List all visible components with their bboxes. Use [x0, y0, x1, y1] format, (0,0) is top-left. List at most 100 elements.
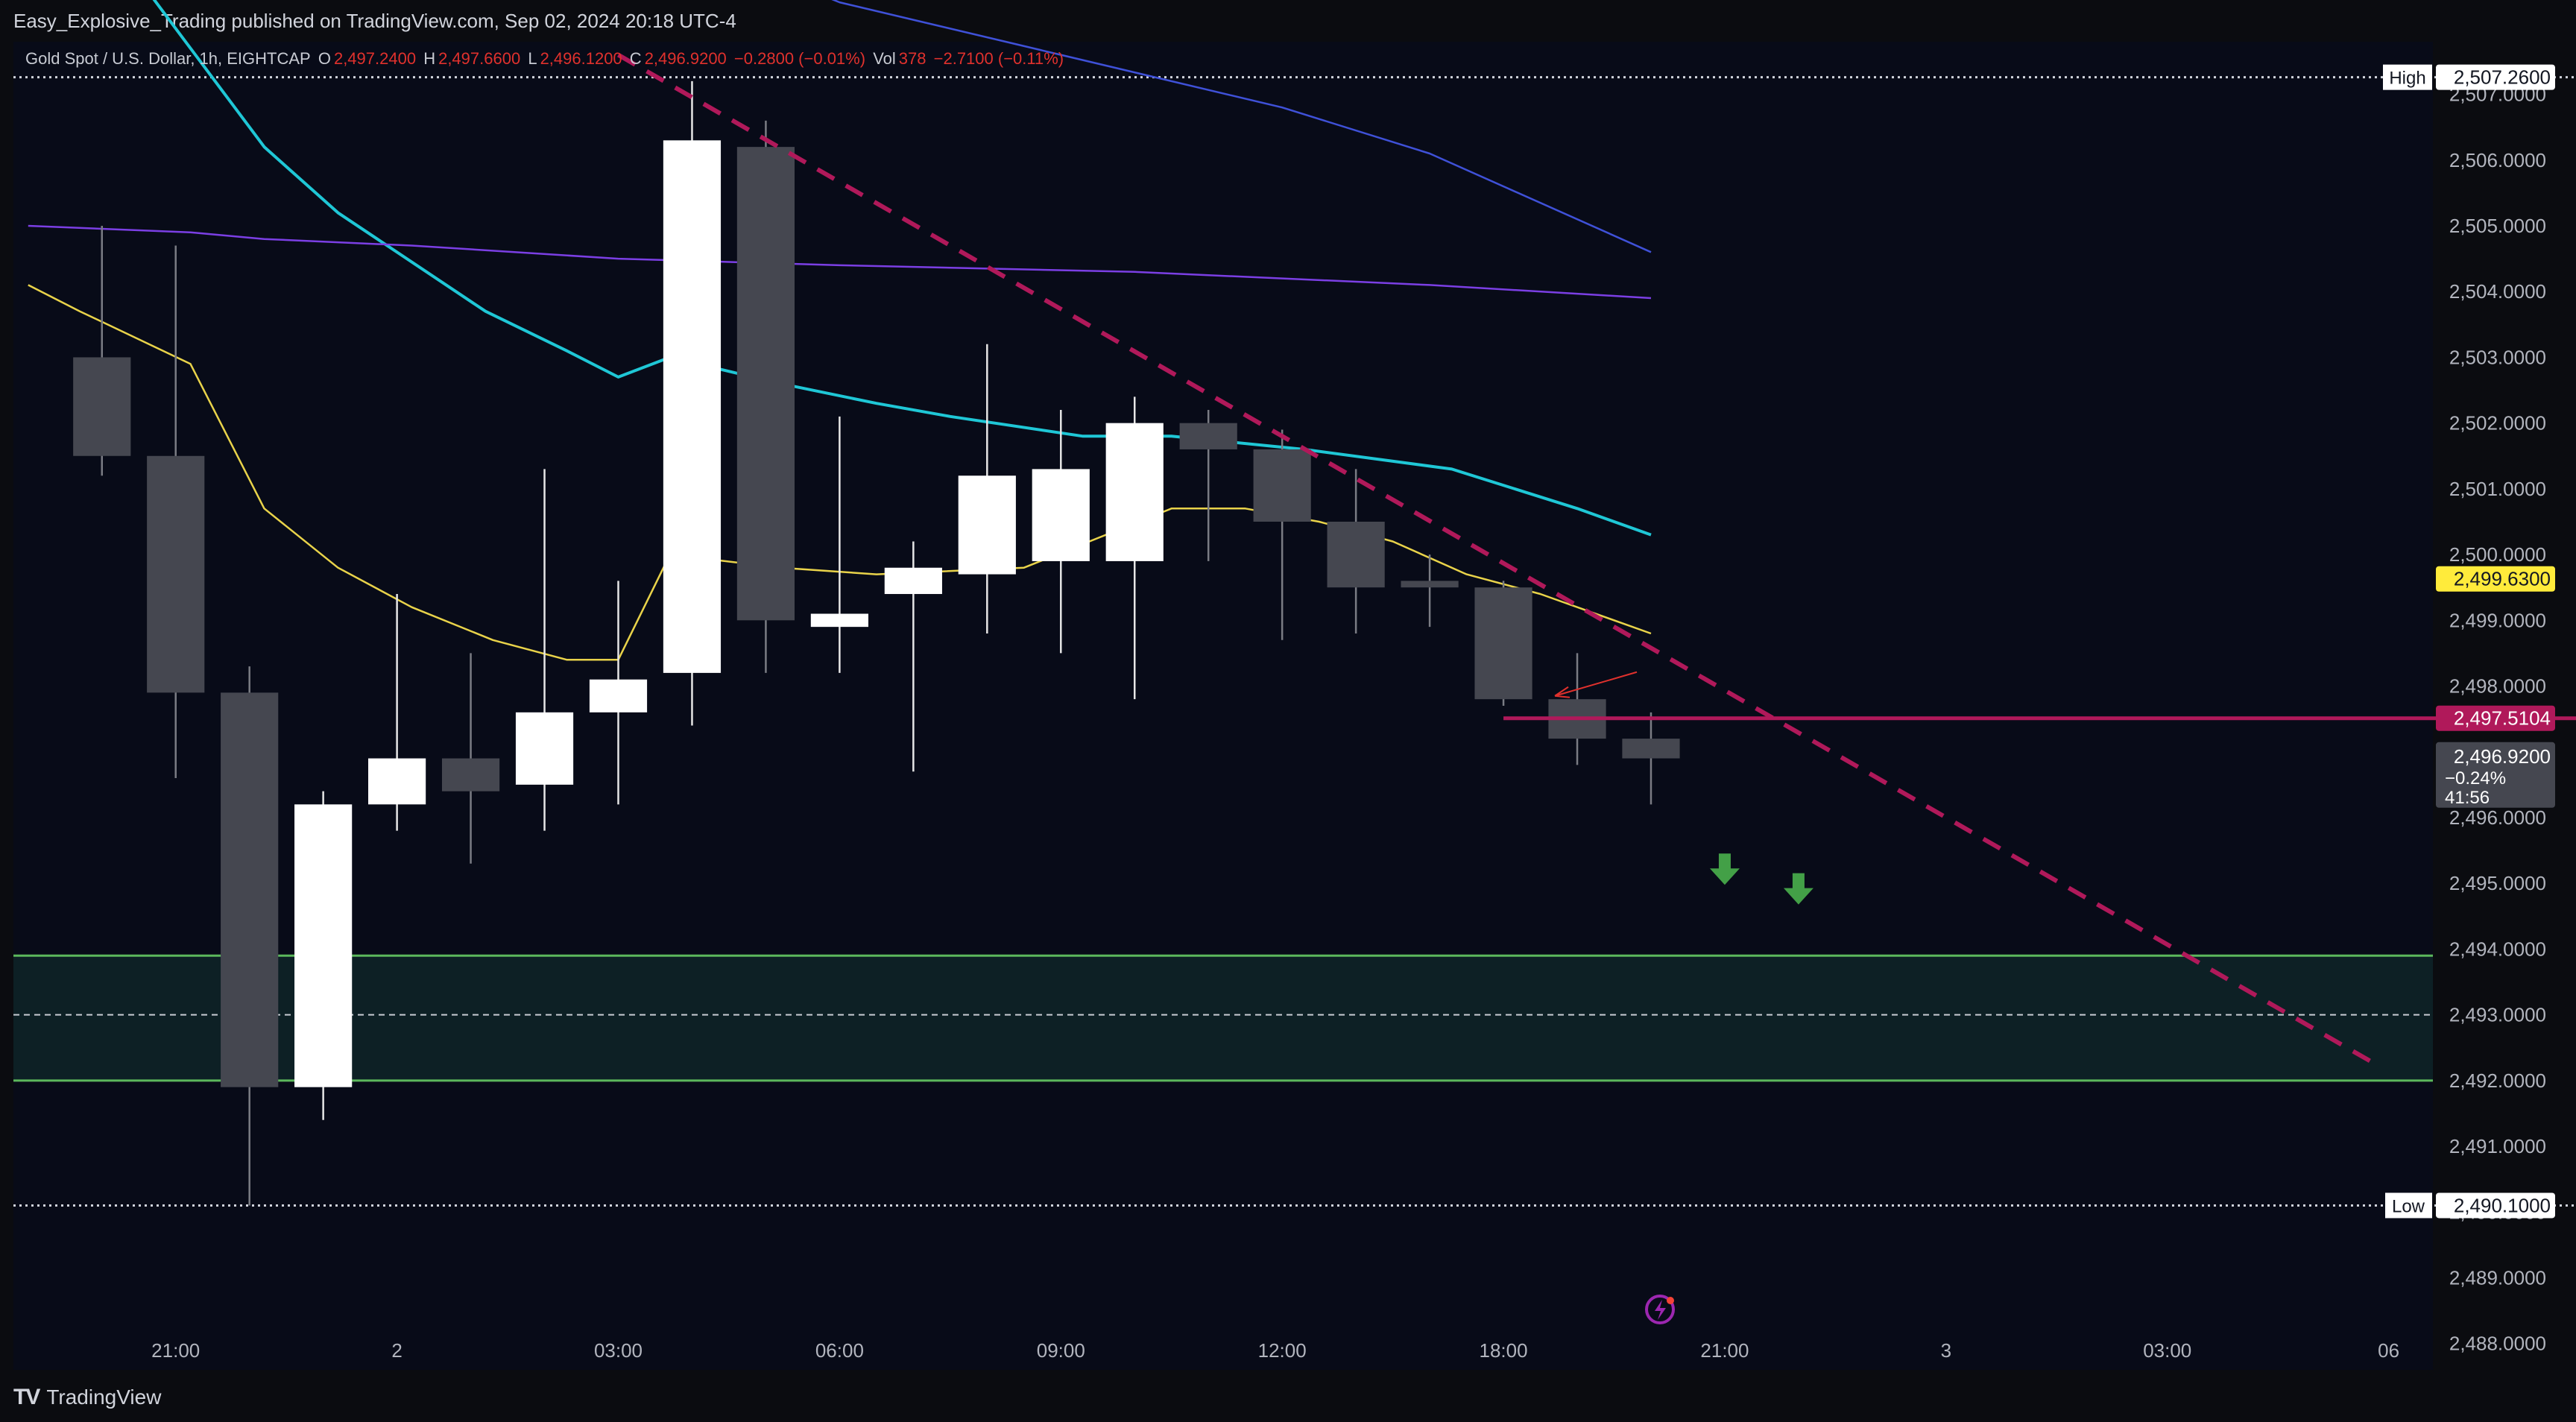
price-tick-label: 2,493.0000 [2449, 1004, 2546, 1026]
current-price-tag-bg [2436, 742, 2555, 808]
candle-body [294, 804, 353, 1087]
time-tick-label: 06:00 [815, 1339, 864, 1362]
candle-body [1474, 587, 1532, 700]
price-tick-label: 2,492.0000 [2449, 1069, 2546, 1092]
yellow-ma-price-tag: 2,499.6300 [2436, 566, 2555, 592]
low-tag-label: Low [2392, 1196, 2425, 1216]
time-axis-layer: 21:00 2 03:00 06:00 09:00 12:00 18:00 21:00 3 03:… [151, 1339, 2399, 1362]
candle-body [147, 455, 205, 693]
price-tags-layer: High 2,507.2600 Low 2,490.1000 2,499.6300 2,4… [2383, 64, 2555, 1219]
legend-volume-value: 378 [898, 49, 926, 68]
tradingview-brand[interactable]: TV TradingView [13, 1385, 161, 1410]
candle[interactable] [810, 416, 868, 673]
price-tick-label: 2,489.0000 [2449, 1266, 2546, 1289]
chart-pane[interactable] [13, 42, 2433, 1370]
candle[interactable] [1327, 469, 1385, 633]
price-tick-label: 2,495.0000 [2449, 872, 2546, 894]
price-tick-label: 2,505.0000 [2449, 215, 2546, 237]
lightning-bolt-shape [1655, 1300, 1666, 1320]
legend-change: −0.2800 (−0.01%) [733, 49, 866, 68]
current-price-value: 2,496.9200 [2454, 745, 2551, 768]
candle[interactable] [589, 581, 648, 805]
brand-name: TradingView [46, 1385, 162, 1409]
candle[interactable] [663, 80, 722, 726]
high-price-tag-bg [2436, 64, 2555, 90]
red-pointer-arrow-icon [1554, 671, 1638, 698]
time-tick-label: 2 [391, 1339, 402, 1362]
overlay-layer [617, 53, 2576, 1324]
low-price-tag-bg [2436, 1192, 2555, 1219]
candle[interactable] [368, 594, 426, 831]
current-price-tag: 2,496.9200−0.24%41:56 [2436, 742, 2555, 808]
candle[interactable] [73, 226, 131, 476]
candle-body [589, 679, 648, 712]
price-tick-label: 2,504.0000 [2449, 280, 2546, 303]
current-price-change: −0.24% [2445, 768, 2506, 789]
low-tag-label-bg [2385, 1192, 2432, 1219]
purple-moving-average-line [28, 224, 1652, 300]
candle-body [73, 357, 131, 456]
candle[interactable] [1622, 712, 1680, 805]
candle[interactable] [736, 120, 795, 673]
candle-body [1327, 521, 1385, 588]
magenta-level-price-tag-value: 2,497.5104 [2454, 707, 2551, 730]
price-tick-label: 2,500.0000 [2449, 543, 2546, 566]
descending-trendline[interactable] [617, 53, 2383, 1069]
candle-body [958, 475, 1016, 575]
candle[interactable] [958, 344, 1016, 633]
price-tick-label: 2,496.0000 [2449, 806, 2546, 829]
candle-body [884, 567, 942, 595]
green-down-arrow-icon [1783, 873, 1813, 905]
candle-body [810, 613, 868, 628]
candle[interactable] [221, 666, 279, 1206]
candle[interactable] [1105, 396, 1164, 700]
blue-moving-average-line [831, 0, 1652, 253]
support-zone-layer [13, 76, 2576, 1207]
candle[interactable] [515, 469, 574, 831]
candle[interactable] [1179, 410, 1237, 561]
candle[interactable] [1401, 554, 1459, 628]
time-tick-label: 21:00 [151, 1339, 200, 1362]
publish-header: Easy_Explosive_Trading published on Trad… [0, 0, 2576, 42]
candle-body [1179, 423, 1237, 449]
candle-body [736, 147, 795, 621]
legend-close-label: C [629, 49, 642, 68]
candle[interactable] [147, 245, 205, 779]
publish-info-text: Easy_Explosive_Trading published on Trad… [13, 10, 736, 32]
time-tick-label: 03:00 [594, 1339, 643, 1362]
event-circle [1645, 1295, 1675, 1324]
candle[interactable] [441, 653, 500, 864]
price-tick-label: 2,488.0000 [2449, 1333, 2546, 1355]
candle[interactable] [294, 791, 353, 1120]
bottom-bar [0, 1370, 2576, 1422]
legend-open-value: 2,497.2400 [333, 49, 417, 68]
time-tick-label: 09:00 [1037, 1339, 1085, 1362]
candle-body [221, 692, 279, 1087]
price-tick-label: 2,494.0000 [2449, 938, 2546, 960]
lightning-event-icon[interactable] [1645, 1295, 1675, 1324]
time-tick-label: 03:00 [2143, 1339, 2191, 1362]
candle[interactable] [1548, 653, 1606, 765]
candle-body [1032, 469, 1090, 561]
high-tag-label-bg [2383, 64, 2432, 90]
legend-high-label: H [423, 49, 436, 68]
price-tick-label: 2,501.0000 [2449, 478, 2546, 500]
yellow-ma-price-tag-value: 2,499.6300 [2454, 568, 2551, 590]
time-tick-label: 12:00 [1258, 1339, 1307, 1362]
candle[interactable] [884, 541, 942, 772]
candle[interactable] [1474, 581, 1532, 706]
legend-volume-label: Vol [873, 49, 896, 68]
low-price-tag-value: 2,490.1000 [2454, 1194, 2551, 1216]
low-tag: Low [2385, 1192, 2432, 1219]
legend-symbol: Gold Spot / U.S. Dollar, 1h, EIGHTCAP [25, 49, 311, 68]
price-tick-label: 2,503.0000 [2449, 346, 2546, 368]
candle-body [1105, 423, 1164, 561]
candle-body [441, 758, 500, 791]
candle[interactable] [1032, 410, 1090, 654]
legend-low-value: 2,496.1200 [540, 49, 622, 68]
candle[interactable] [1253, 429, 1311, 640]
price-tick-label: 2,499.0000 [2449, 609, 2546, 631]
